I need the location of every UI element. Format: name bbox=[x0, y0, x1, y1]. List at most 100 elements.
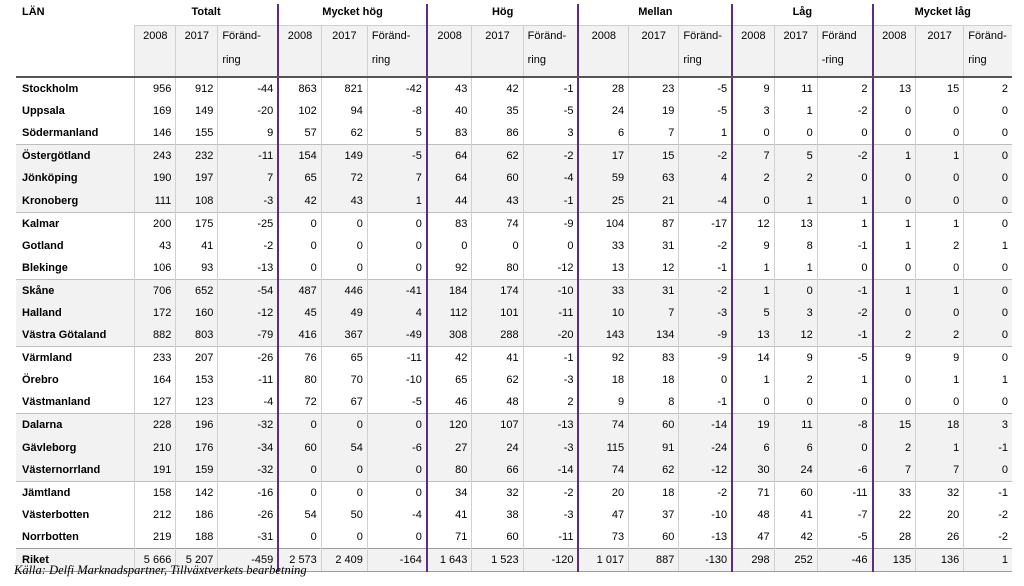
table-cell: 0 bbox=[366, 413, 427, 437]
table-row: Skåne 706 652 -54 487 446 -41 184 174 -10 33 31 -2 1 0… bbox=[16, 278, 1012, 302]
table-cell: 80 bbox=[425, 458, 472, 482]
table-row: Norrbotten 219 188 -31 0 0 0 71 60 -11 73 60 -13 47 42… bbox=[16, 525, 1012, 549]
table-cell: 74 bbox=[577, 458, 629, 482]
table-cell: -2 bbox=[816, 144, 873, 168]
table-cell: 0 bbox=[277, 480, 322, 504]
table-cell: -11 bbox=[522, 525, 579, 549]
table-cell: 0 bbox=[277, 458, 322, 482]
table-row: Dalarna 228 196 -32 0 0 0 120 107 -13 74 60 -14 19 11-… bbox=[16, 413, 1012, 437]
table-cell: 0 bbox=[320, 256, 368, 280]
table-cell: 0 bbox=[963, 100, 1012, 123]
table-cell: 123 bbox=[175, 391, 218, 414]
table-cell: 28 bbox=[577, 77, 629, 101]
table-cell: 0 bbox=[963, 346, 1012, 370]
table-cell: 12 bbox=[628, 256, 679, 280]
table-cell: 0 bbox=[871, 167, 916, 190]
table-cell: 196 bbox=[175, 413, 218, 437]
table-cell: 48 bbox=[731, 503, 775, 526]
county-name: Kalmar bbox=[16, 211, 135, 235]
table-cell: 65 bbox=[425, 369, 472, 392]
table-row: Stockholm 956 912 -44 863 821 -42 43 42 -1 28 23 -5 9… bbox=[16, 77, 1012, 101]
table-cell: 6 bbox=[577, 122, 629, 145]
table-cell: 0 bbox=[915, 391, 964, 414]
table-cell: -1 bbox=[522, 189, 579, 213]
table-cell: 1 bbox=[731, 256, 775, 280]
table-cell: 0 bbox=[816, 167, 873, 190]
table-cell: 1 bbox=[366, 189, 427, 213]
county-name: Norrbotten bbox=[22, 530, 79, 543]
county-name: Östergötland bbox=[16, 144, 135, 168]
table-cell: 0 bbox=[915, 167, 964, 190]
table-cell: -1 bbox=[816, 278, 873, 302]
county-statistics-table: LÄN Totalt Mycket hög Hög Mellan Låg Mycket lå… bbox=[16, 4, 1012, 573]
table-cell: 45 bbox=[277, 301, 322, 325]
table-cell: 5 bbox=[366, 122, 427, 145]
county-name: Stockholm bbox=[22, 83, 79, 96]
table-row: Örebro 164 153 -11 80 70 -10 65 62 -3 18 18 0 1 2 1 0 1 1 bbox=[16, 369, 1012, 392]
table-row: Västra Götaland 882 803 -79 416 367 -49 308 288-… bbox=[16, 324, 1012, 347]
table-cell: 2 409 bbox=[320, 547, 368, 573]
table-cell: 652 bbox=[175, 278, 218, 302]
table-cell: 174 bbox=[471, 278, 524, 302]
table-cell: 19 bbox=[731, 413, 775, 437]
table-row: Blekinge 106 93 -13 0 0 0 92 80 -12 13 12 -1 1 1 0 0 0 0 bbox=[16, 256, 1012, 280]
table-cell: 3 bbox=[731, 100, 775, 123]
table-cell: 5 bbox=[731, 301, 775, 325]
table-cell: -2 bbox=[678, 234, 733, 257]
county-name: Uppsala bbox=[22, 105, 65, 118]
table-cell: 0 bbox=[963, 458, 1012, 482]
table-cell: 13 bbox=[871, 77, 916, 101]
table-cell: -3 bbox=[217, 189, 279, 213]
table-cell: 72 bbox=[277, 391, 322, 414]
year-2008-header: 2008 bbox=[425, 25, 472, 78]
table-cell: 2 bbox=[773, 369, 818, 392]
table-cell: -120 bbox=[522, 547, 579, 573]
table-cell: 0 bbox=[320, 234, 368, 257]
table-cell: -10 bbox=[678, 503, 733, 526]
table-cell: -20 bbox=[217, 100, 279, 123]
table-cell: 33 bbox=[871, 480, 916, 504]
table-cell: 23 bbox=[628, 77, 679, 101]
table-cell: 146 bbox=[134, 122, 176, 145]
table-cell: 1 bbox=[816, 211, 873, 235]
table-cell: 10 bbox=[577, 301, 629, 325]
table-cell: 1 bbox=[963, 234, 1012, 257]
table-cell: -11 bbox=[217, 144, 279, 168]
table-cell: -31 bbox=[217, 525, 279, 549]
table-cell: 41 bbox=[471, 346, 524, 370]
table-cell: 73 bbox=[577, 525, 629, 549]
group-header: Mycket låg bbox=[871, 4, 1012, 26]
year-2017-header: 2017 bbox=[320, 25, 368, 78]
table-cell: 71 bbox=[425, 525, 472, 549]
table-cell: 0 bbox=[871, 189, 916, 213]
table-cell: 13 bbox=[731, 324, 775, 347]
table-cell: 172 bbox=[134, 301, 176, 325]
table-cell: 821 bbox=[320, 77, 368, 101]
table-cell: -34 bbox=[217, 436, 279, 459]
table-cell: 1 bbox=[871, 211, 916, 235]
table-cell: 9 bbox=[915, 346, 964, 370]
table-cell: 0 bbox=[277, 256, 322, 280]
table-cell: -12 bbox=[217, 301, 279, 325]
table-cell: 0 bbox=[963, 189, 1012, 213]
table-cell: 7 bbox=[871, 458, 916, 482]
table-cell: 47 bbox=[577, 503, 629, 526]
table-cell: 93 bbox=[175, 256, 218, 280]
table-cell: 1 bbox=[773, 256, 818, 280]
table-cell: 1 bbox=[915, 369, 964, 392]
table-cell: 2 bbox=[731, 167, 775, 190]
table-cell: 17 bbox=[577, 144, 629, 168]
table-cell: 2 bbox=[915, 234, 964, 257]
table-cell: 0 bbox=[366, 234, 427, 257]
table-cell: 64 bbox=[425, 167, 472, 190]
table-cell: 186 bbox=[175, 503, 218, 526]
table-row: Halland 172 160 -12 45 49 4 112 101 -11 10 7 -3 5 3 -2 0… bbox=[16, 301, 1012, 325]
table-cell: 1 bbox=[915, 436, 964, 459]
table-cell: 49 bbox=[320, 301, 368, 325]
table-cell: 0 bbox=[277, 413, 322, 437]
table-cell: 0 bbox=[366, 458, 427, 482]
table-cell: 57 bbox=[277, 122, 322, 145]
table-cell: -5 bbox=[522, 100, 579, 123]
county-name: Värmland bbox=[16, 346, 135, 370]
table-cell: -130 bbox=[678, 547, 733, 573]
